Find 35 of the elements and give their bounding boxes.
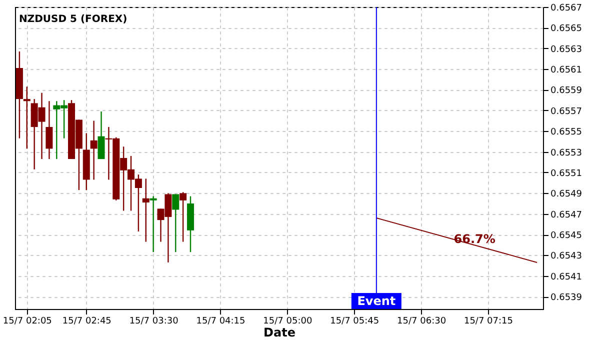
y-tick-label: 0.6559 [550,86,582,96]
x-tick-label: 15/7 06:30 [397,316,446,326]
candlestick [98,110,105,160]
candlestick [180,192,187,242]
candlestick [172,194,180,253]
x-tick-label: 15/7 07:15 [464,316,513,326]
y-tick-label: 0.6553 [550,148,582,158]
x-tick-label: 15/7 03:30 [129,316,179,326]
candlestick [23,86,30,150]
y-tick-label: 0.6539 [550,293,582,304]
x-tick-label: 15/7 05:00 [263,316,312,326]
y-tick-label: 0.6555 [550,128,582,138]
y-tick-label: 0.6557 [550,106,582,117]
y-tick-label: 0.6563 [550,44,582,55]
candlestick [142,178,150,242]
x-tick-label: 15/7 02:05 [2,316,52,326]
candlestick [150,196,157,253]
y-tick-label: 0.6561 [550,66,582,76]
candlestick [46,100,53,160]
y-tick-label: 0.6541 [550,272,582,282]
y-tick-label: 0.6545 [550,231,582,242]
y-tick-label: 0.6543 [550,252,582,262]
text: NZDUSD 5 (FOREX) [19,14,128,25]
x-tick-label: 15/7 02:45 [62,316,112,326]
x-tick-label: 15/7 04:15 [196,316,246,326]
y-tick-label: 0.6549 [550,190,582,200]
y-tick-label: 0.6567 [550,4,582,14]
y-tick-label: 0.6547 [550,210,582,220]
x-tick-label: 15/7 05:45 [330,316,380,326]
candlestick [90,120,98,180]
annotation: 66.7% [454,232,496,246]
x-axis-title: Date [264,326,296,340]
y-tick-label: 0.6551 [550,168,582,179]
ref-line-label: Event [357,294,396,308]
y-tick-label: 0.6565 [550,24,582,34]
